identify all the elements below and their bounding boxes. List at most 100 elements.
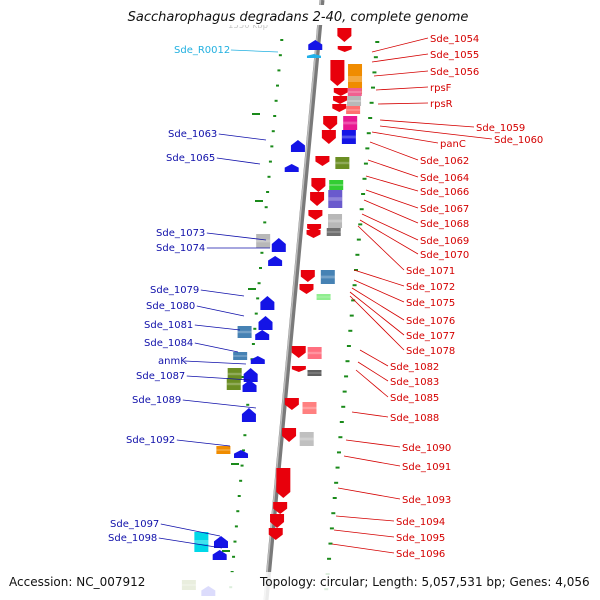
reverse-gene-arrow	[284, 164, 299, 172]
gene-label-right: Sde_1077	[406, 331, 455, 342]
leader-line	[184, 360, 247, 365]
gene-label-right: Sde_1056	[430, 67, 479, 78]
leader-line	[216, 157, 261, 165]
reverse-gene-arrow	[242, 380, 257, 392]
leader-line	[230, 49, 279, 53]
leader-line	[200, 289, 245, 297]
leader-line	[373, 70, 429, 77]
leader-line	[335, 515, 395, 522]
leader-line	[375, 86, 429, 91]
leader-line	[365, 175, 419, 192]
forward-gene-arrow	[270, 514, 285, 528]
gene-label-right: Sde_1069	[420, 236, 469, 247]
gene-label-right: Sde_1068	[420, 219, 469, 230]
gene-box	[341, 130, 356, 144]
reverse-gene-arrow	[243, 368, 258, 382]
gene-label-right: Sde_1055	[430, 50, 479, 61]
gene-label-right: Sde_1090	[402, 443, 451, 454]
leader-line	[158, 537, 223, 549]
gene-label-right: Sde_1091	[402, 462, 451, 473]
leader-line	[337, 487, 401, 500]
gene-label-left: Sde_1080	[146, 301, 195, 312]
leader-line	[194, 342, 239, 353]
gene-label-right: Sde_1060	[494, 135, 543, 146]
gene-box-shade	[233, 355, 248, 357]
gene-label-right: Sde_1064	[420, 173, 469, 184]
leader-line	[371, 53, 429, 63]
gene-label-right: panC	[440, 139, 466, 150]
gene-box-shade	[320, 275, 335, 279]
leader-line	[357, 225, 405, 271]
gene-box-shade	[302, 406, 317, 410]
leader-line	[333, 529, 395, 538]
gene-box	[326, 228, 341, 236]
reverse-gene-arrow	[271, 238, 286, 252]
leader-line	[206, 232, 267, 241]
forward-gene-arrow	[323, 116, 338, 130]
gene-label-right: Sde_1076	[406, 316, 455, 327]
reverse-gene-arrow	[241, 408, 256, 422]
forward-gene-arrow	[332, 104, 347, 112]
gene-box	[237, 326, 252, 338]
leader-line	[351, 287, 405, 321]
gene-label-right: Sde_1088	[390, 413, 439, 424]
reverse-gene-arrow	[212, 550, 227, 560]
forward-gene-arrow	[308, 210, 323, 220]
leader-line	[351, 411, 389, 418]
gene-box-shade	[347, 91, 362, 93]
gene-box-shade	[307, 372, 322, 374]
gene-label-left: Sde_1073	[156, 228, 205, 239]
gene-label-right: Sde_1070	[420, 250, 469, 261]
leader-line	[359, 349, 389, 367]
gene-box-shade	[326, 231, 341, 233]
forward-gene-arrow	[291, 366, 306, 372]
gene-box-shade	[307, 351, 322, 355]
gene-label-right: Sde_1094	[396, 517, 445, 528]
reverse-gene-arrow	[250, 356, 265, 364]
gene-box	[328, 190, 343, 208]
reverse-gene-arrow	[258, 316, 273, 330]
gene-box-shade	[299, 437, 314, 441]
reverse-gene-arrow	[213, 536, 228, 548]
gene-label-right: Sde_1067	[420, 204, 469, 215]
leader-line	[343, 455, 401, 467]
gene-label-left: Sde_1098	[108, 533, 157, 544]
gene-box-shade	[346, 109, 361, 111]
gene-label-right: Sde_1078	[406, 346, 455, 357]
gene-features	[181, 28, 363, 596]
gene-label-right: Sde_1082	[390, 362, 439, 373]
reverse-gene-arrow	[306, 54, 321, 58]
gene-label-right: Sde_1085	[390, 393, 439, 404]
forward-gene-arrow	[299, 284, 314, 294]
gene-label-right: Sde_1054	[430, 34, 479, 45]
genome-backbone	[263, 0, 325, 600]
leader-line	[345, 439, 401, 448]
forward-gene-arrow	[273, 502, 288, 514]
leader-line	[160, 523, 221, 537]
reverse-gene-arrow	[260, 296, 275, 310]
forward-gene-arrow	[306, 230, 321, 238]
gene-box	[216, 446, 231, 454]
kbp-label-partial: 1350 kbp	[228, 21, 268, 31]
gene-box	[194, 532, 209, 552]
gene-box	[346, 106, 361, 114]
forward-gene-arrow	[321, 130, 336, 144]
forward-gene-arrow	[284, 398, 299, 410]
gene-box-shade	[348, 76, 363, 82]
forward-gene-arrow	[333, 88, 348, 96]
gene-label-right: rpsR	[430, 99, 453, 110]
gene-box	[307, 347, 322, 359]
gene-label-left: anmK	[158, 356, 187, 367]
leader-line	[379, 119, 475, 128]
gene-box-shade	[341, 135, 356, 139]
gene-label-right: Sde_1066	[420, 187, 469, 198]
gene-label-right: Sde_1059	[476, 123, 525, 134]
leader-line	[379, 125, 493, 140]
gene-box	[348, 64, 363, 94]
gene-box-shade	[226, 382, 241, 386]
forward-gene-arrow	[282, 428, 297, 442]
gene-box-shade	[194, 540, 209, 544]
gene-box-shade	[237, 330, 252, 334]
leader-line	[369, 141, 419, 161]
